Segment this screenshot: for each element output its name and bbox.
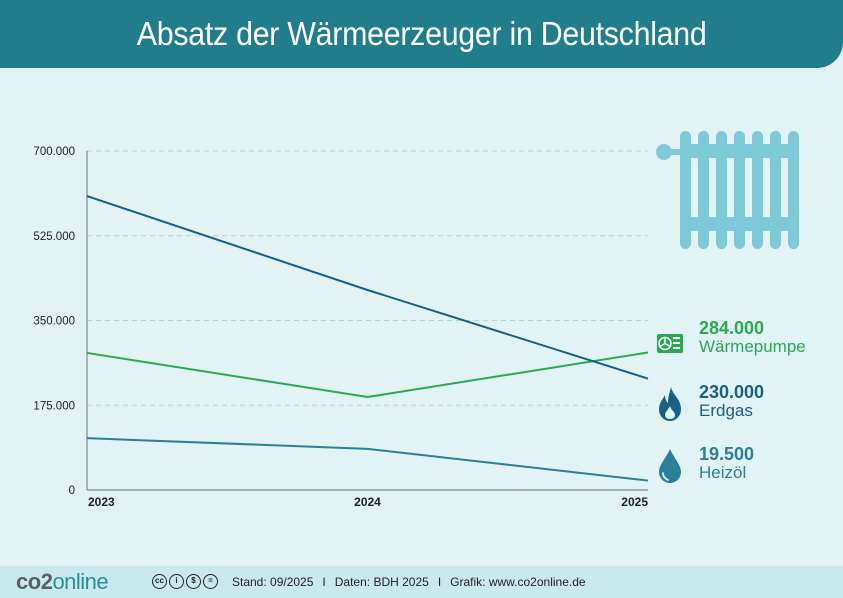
oil-drop-icon (659, 449, 681, 483)
logo-text-2: 2 (40, 569, 53, 594)
x-tick-labels: 2023 2024 2025 (88, 495, 648, 509)
series-line-wrmepumpe (86, 351, 649, 399)
series-lines (86, 195, 649, 482)
radiator-icon (656, 131, 799, 249)
cc-nd-icon: = (203, 574, 218, 589)
data-source: Daten: BDH 2025 (334, 575, 429, 589)
y-tick-label: 0 (69, 485, 75, 497)
y-tick-label: 525.000 (33, 231, 75, 243)
legend-label-waermepumpe: Wärmepumpe (699, 337, 806, 356)
legend-value-waermepumpe: 284.000 (699, 318, 765, 338)
heat-pump-icon (657, 334, 683, 353)
legend-item-erdgas: 230.000 Erdgas (656, 382, 836, 426)
grid-lines (87, 150, 648, 406)
series-line-erdgas (86, 195, 649, 380)
y-tick-labels: 0 175.000 350.000 525.000 700.000 (33, 146, 75, 497)
series-line-heizl (86, 437, 649, 482)
credits: Stand: 09/2025 I Daten: BDH 2025 I Grafik: w… (232, 575, 586, 589)
x-tick-label: 2023 (88, 495, 115, 509)
footer: co2online cc i $ = Stand: 09/2025 I Daten:… (0, 566, 843, 598)
co2online-logo[interactable]: co2online (16, 569, 109, 595)
creative-commons-license[interactable]: cc i $ = (152, 574, 218, 589)
flame-icon (659, 387, 681, 421)
graphic-credit[interactable]: Grafik: www.co2online.de (450, 575, 586, 589)
x-tick-label: 2024 (354, 495, 381, 509)
separator: I (437, 575, 442, 589)
axes (86, 151, 648, 491)
cc-icon: cc (152, 574, 167, 589)
y-tick-label: 350.000 (33, 316, 75, 328)
y-tick-label: 700.000 (33, 146, 75, 158)
legend-label-heizoel: Heizöl (699, 463, 747, 482)
legend-value-heizoel: 19.500 (699, 444, 755, 464)
cc-by-icon: i (169, 574, 184, 589)
logo-text-co: co (16, 569, 41, 594)
header-banner: Absatz der Wärmeerzeuger in Deutschland (0, 0, 843, 68)
legend-item-heizoel: 19.500 Heizöl (656, 444, 836, 488)
chart-title: Absatz der Wärmeerzeuger in Deutschland (136, 15, 707, 52)
separator: I (322, 575, 326, 589)
stand-date: Stand: 09/2025 (232, 575, 314, 589)
y-tick-label: 175.000 (33, 400, 75, 412)
logo-text-online: online (52, 569, 109, 594)
x-tick-label: 2025 (621, 495, 648, 509)
cc-nc-icon: $ (186, 574, 201, 589)
legend-value-erdgas: 230.000 (699, 382, 765, 402)
legend-label-erdgas: Erdgas (699, 401, 753, 420)
legend-item-waermepumpe: 284.000 Wärmepumpe (656, 318, 836, 362)
